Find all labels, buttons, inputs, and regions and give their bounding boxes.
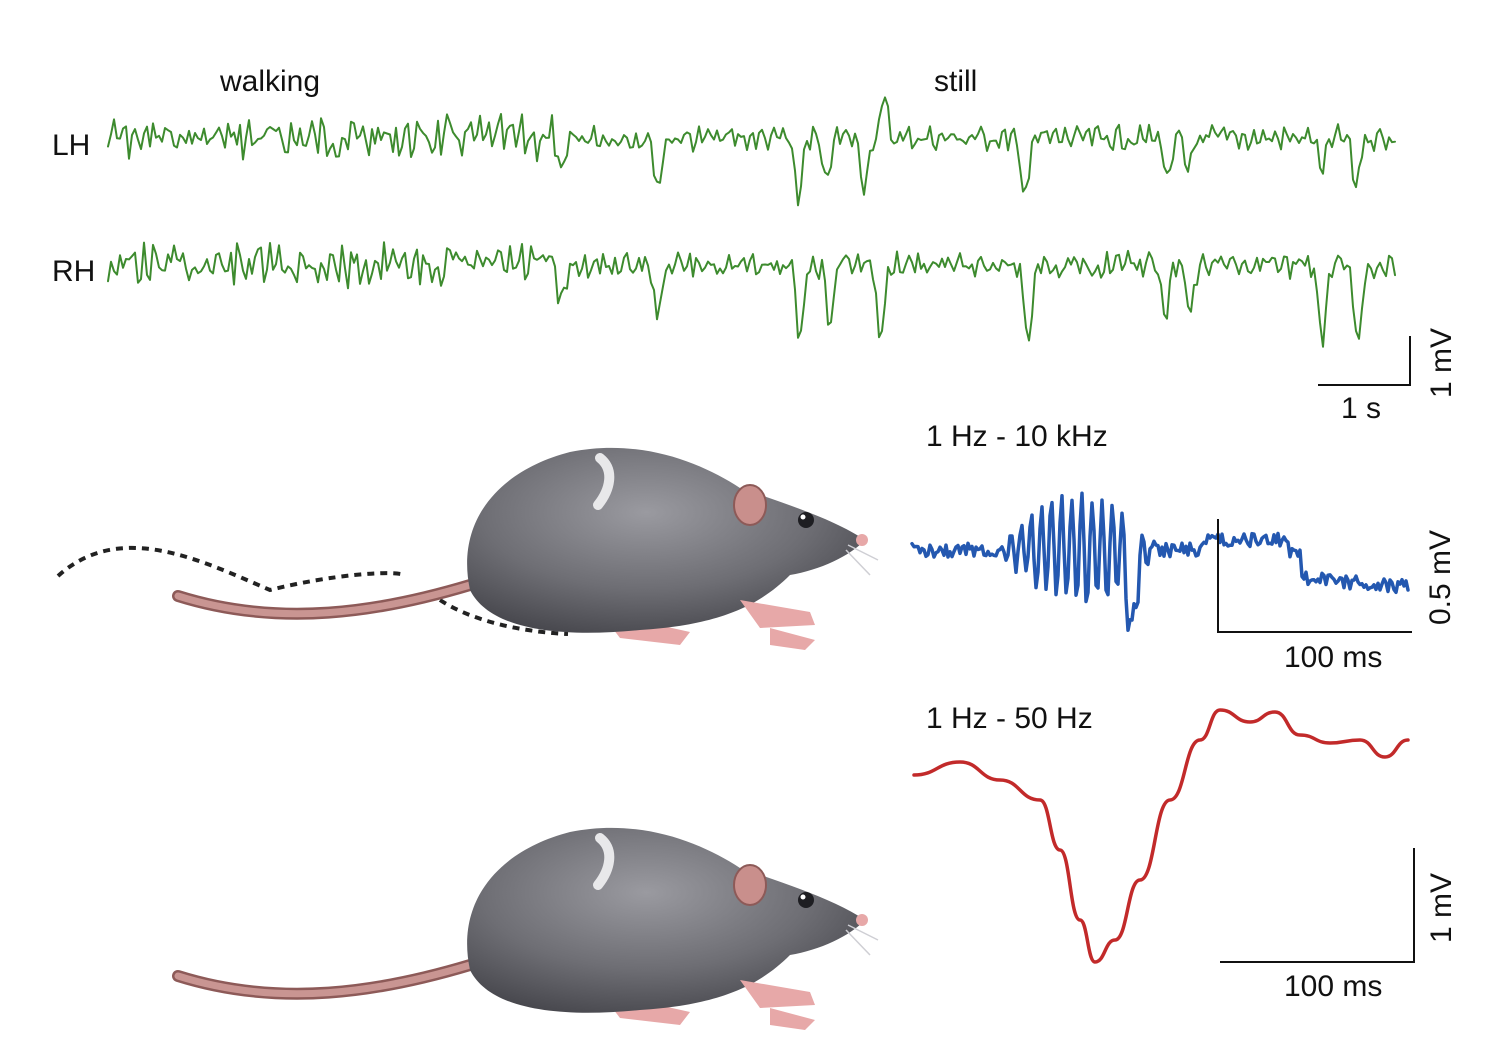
eeg-trace-rh [107,241,1396,348]
filtered-trace-low [912,708,1410,964]
filtered-trace-wide [910,491,1410,633]
tail-motion-dashes-lower [438,598,569,636]
eeg-scale-bar: 1 s 1 mV [1318,328,1458,425]
rat-top-illustration [56,448,878,650]
tail-motion-dashes [56,545,406,593]
rat-bottom-illustration [178,828,878,1030]
walking-label: walking [219,65,320,98]
channel-label-rh: RH [52,255,95,288]
wide-scale-time: 100 ms [1284,641,1382,674]
eeg-trace-lh [107,96,1396,207]
eeg-scale-voltage: 1 mV [1425,328,1458,398]
band-label-low: 1 Hz - 50 Hz [926,702,1093,735]
low-scale-bar: 100 ms 1 mV [1220,848,1458,1003]
low-scale-voltage: 1 mV [1425,873,1458,943]
band-label-wide: 1 Hz - 10 kHz [926,420,1108,453]
still-label: still [934,65,977,98]
wide-scale-bar: 100 ms 0.5 mV [1217,519,1457,674]
low-scale-time: 100 ms [1284,970,1382,1003]
channel-label-lh: LH [52,129,90,162]
wide-scale-voltage: 0.5 mV [1424,530,1457,625]
eeg-scale-time: 1 s [1341,392,1381,425]
